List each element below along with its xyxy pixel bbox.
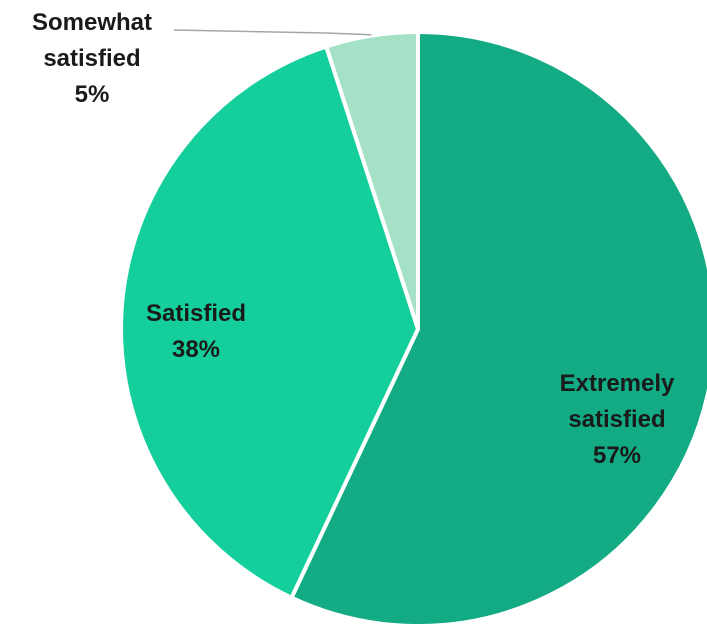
pie-slice-0 [289, 30, 707, 624]
slice-category-label-1-0: Satisfied [146, 300, 246, 327]
slice-label-1: Satisfied 38% [146, 300, 246, 363]
pie-slice-2 [324, 30, 420, 331]
slice-label-0: Extremely satisfied 57% [560, 370, 675, 469]
slice-value-label-2: 5% [75, 81, 110, 108]
slice-label-2: Somewhat satisfied 5% [32, 9, 152, 108]
slice-value-label-1: 38% [172, 336, 220, 363]
slice-category-label-0-0: Extremely [560, 370, 675, 397]
slice-value-label-0: 57% [593, 442, 641, 469]
slice-category-label-0-1: satisfied [568, 406, 665, 433]
slice-category-label-2-0: Somewhat [32, 9, 152, 36]
leader-line [173, 29, 372, 36]
pie-slice-1 [119, 44, 420, 600]
slice-category-label-2-1: satisfied [43, 45, 140, 72]
